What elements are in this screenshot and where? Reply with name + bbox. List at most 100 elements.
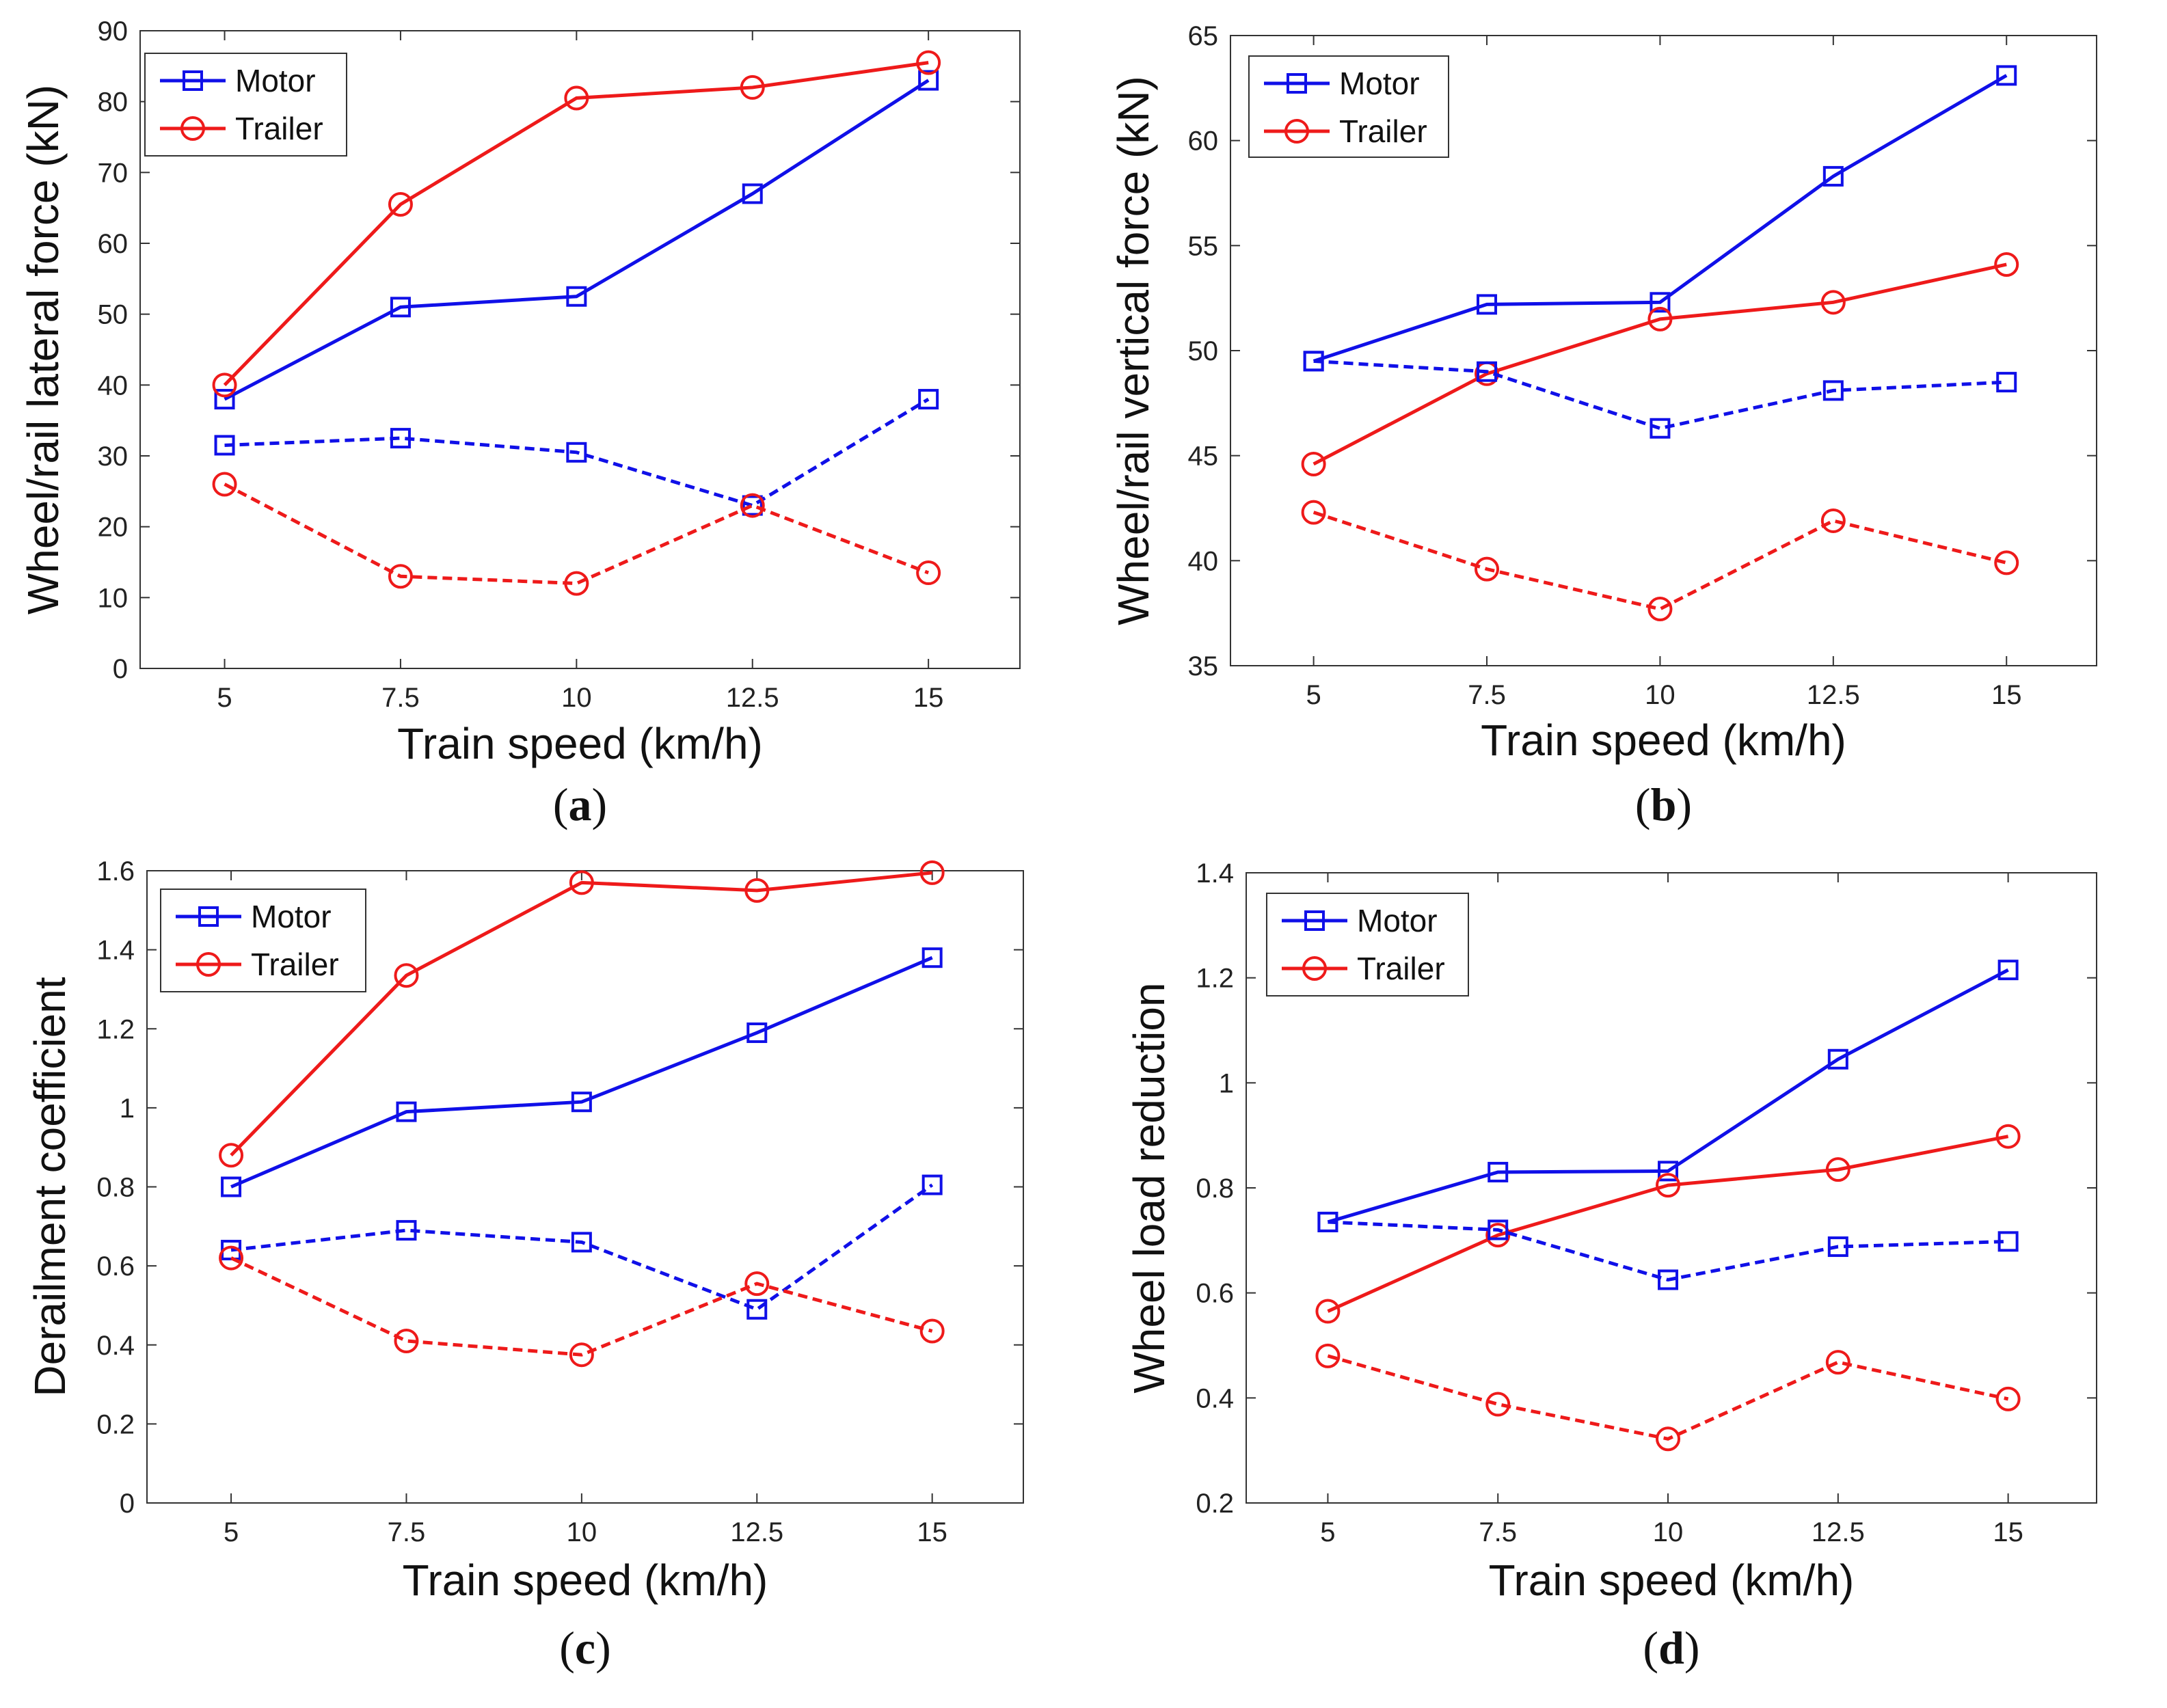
chart-panel-a: 0 10 20 30 40 50 60 70 80 90 5 7.5 10 12.5 15 Train spe… xyxy=(0,0,1084,854)
panel-label: (d) xyxy=(1643,1622,1699,1674)
data-point-motor xyxy=(1488,1219,1509,1241)
data-point-trailer xyxy=(219,1245,244,1271)
chart-panel-b: 35 40 45 50 55 60 65 5 7.5 10 12.5 15 Train speed (k… xyxy=(1084,0,2167,854)
y-tick-label: 55 xyxy=(1188,231,1219,261)
data-point-trailer xyxy=(1656,1426,1681,1452)
series-line-trailer-dashed xyxy=(230,1256,933,1357)
legend-label-motor: Motor xyxy=(235,63,316,98)
x-tick-label: 7.5 xyxy=(381,683,420,713)
legend xyxy=(160,889,366,992)
data-point-motor xyxy=(1303,351,1324,372)
y-tick-label: 0.6 xyxy=(96,1251,135,1282)
data-point-motor xyxy=(566,442,587,463)
y-tick-label: 0.4 xyxy=(96,1331,135,1361)
y-axis-title: Wheel load reduction xyxy=(1125,982,1174,1393)
x-tick-label: 15 xyxy=(913,683,944,713)
series-line-motor-dashed xyxy=(230,1183,934,1312)
series-line-motor-solid xyxy=(1313,74,2008,363)
x-tick-label: 15 xyxy=(1993,1517,2023,1547)
data-point-trailer xyxy=(740,74,765,100)
data-point-trailer xyxy=(1820,508,1846,533)
data-point-trailer xyxy=(1994,252,2019,277)
x-tick-label: 7.5 xyxy=(1479,1517,1517,1547)
data-point-trailer xyxy=(394,1328,419,1353)
series-line-motor-solid xyxy=(230,955,933,1189)
data-point-motor xyxy=(1996,372,2017,393)
x-axis-title: Train speed (km/h) xyxy=(403,1556,768,1605)
legend-marker-square xyxy=(183,70,203,91)
data-point-trailer xyxy=(1315,1343,1341,1368)
data-point-trailer xyxy=(394,963,419,988)
y-tick-label: 0 xyxy=(120,1489,135,1519)
legend-marker-square xyxy=(198,906,219,927)
data-point-trailer xyxy=(744,878,770,903)
data-point-motor xyxy=(918,389,939,410)
data-point-trailer xyxy=(569,870,594,895)
y-axis-title: Wheel/rail lateral force (kN) xyxy=(18,85,68,614)
data-point-trailer xyxy=(564,85,589,111)
data-point-trailer xyxy=(1647,306,1673,331)
chart-panel-c: 0 0.2 0.4 0.6 0.8 1 1.2 1.4 1.6 5 7.5 10 12.5 15 Train… xyxy=(0,854,1084,1708)
data-point-motor xyxy=(566,286,587,307)
panel-label: (c) xyxy=(559,1622,611,1674)
series-line-trailer-solid xyxy=(1313,262,2007,466)
legend-label-trailer: Trailer xyxy=(1339,113,1427,149)
legend xyxy=(144,53,347,157)
y-tick-label: 40 xyxy=(98,370,129,401)
y-tick-label: 40 xyxy=(1188,546,1219,576)
x-tick-label: 10 xyxy=(1645,680,1675,710)
data-point-trailer xyxy=(1995,1124,2021,1149)
data-point-motor xyxy=(742,183,763,204)
series-line-motor-dashed xyxy=(1328,1220,2008,1282)
x-tick-label: 7.5 xyxy=(388,1517,426,1547)
data-point-trailer xyxy=(1820,290,1846,315)
legend-marker-circle xyxy=(1284,119,1309,144)
data-point-motor xyxy=(918,70,939,91)
legend-marker-circle xyxy=(180,116,205,141)
x-tick-label: 15 xyxy=(917,1517,947,1547)
x-tick-label: 5 xyxy=(1306,680,1321,710)
x-tick-label: 12.5 xyxy=(1807,680,1860,710)
series-line-motor-solid xyxy=(1327,968,2009,1224)
x-tick-label: 7.5 xyxy=(1468,680,1506,710)
y-tick-label: 0.8 xyxy=(1196,1174,1234,1204)
data-point-motor xyxy=(571,1232,592,1253)
chart-panel-d: 0.2 0.4 0.6 0.8 1 1.2 1.4 5 7.5 10 12.5 15 Train spe… xyxy=(1084,854,2167,1708)
y-tick-label: 0.2 xyxy=(96,1409,135,1439)
y-tick-label: 35 xyxy=(1188,651,1219,681)
x-tick-label: 10 xyxy=(1653,1517,1684,1547)
legend-marker-square xyxy=(1304,910,1325,931)
data-point-trailer xyxy=(219,1143,244,1168)
y-tick-label: 0.4 xyxy=(1196,1383,1234,1413)
data-point-motor xyxy=(1827,1048,1848,1070)
data-point-motor xyxy=(1317,1211,1338,1232)
data-point-trailer xyxy=(1315,1299,1341,1324)
data-point-motor xyxy=(390,297,411,318)
series-line-trailer-dashed xyxy=(1327,1354,2009,1441)
y-tick-label: 70 xyxy=(98,158,129,188)
data-point-motor xyxy=(921,1174,943,1195)
y-tick-label: 1.2 xyxy=(96,1014,135,1044)
data-point-motor xyxy=(1997,960,2019,981)
data-point-trailer xyxy=(1647,597,1673,622)
data-point-motor xyxy=(1650,292,1671,313)
y-tick-label: 10 xyxy=(98,583,129,613)
legend-marker-square xyxy=(1287,73,1307,94)
x-tick-label: 10 xyxy=(567,1517,597,1547)
legend xyxy=(1248,55,1449,158)
y-tick-label: 90 xyxy=(98,16,129,46)
data-point-motor xyxy=(390,428,411,449)
y-tick-label: 0.6 xyxy=(1196,1279,1234,1309)
y-tick-label: 60 xyxy=(98,229,129,259)
data-point-motor xyxy=(1477,294,1498,315)
x-tick-label: 12.5 xyxy=(730,1517,783,1547)
x-tick-label: 15 xyxy=(1991,680,2022,710)
data-point-motor xyxy=(1997,1231,2019,1252)
y-tick-label: 1 xyxy=(1219,1068,1234,1098)
y-tick-label: 0.8 xyxy=(96,1173,135,1203)
data-point-trailer xyxy=(1475,556,1500,582)
y-tick-label: 1.6 xyxy=(96,856,135,886)
y-tick-label: 30 xyxy=(98,442,129,472)
data-point-trailer xyxy=(744,1271,770,1297)
data-point-motor xyxy=(1477,361,1498,382)
